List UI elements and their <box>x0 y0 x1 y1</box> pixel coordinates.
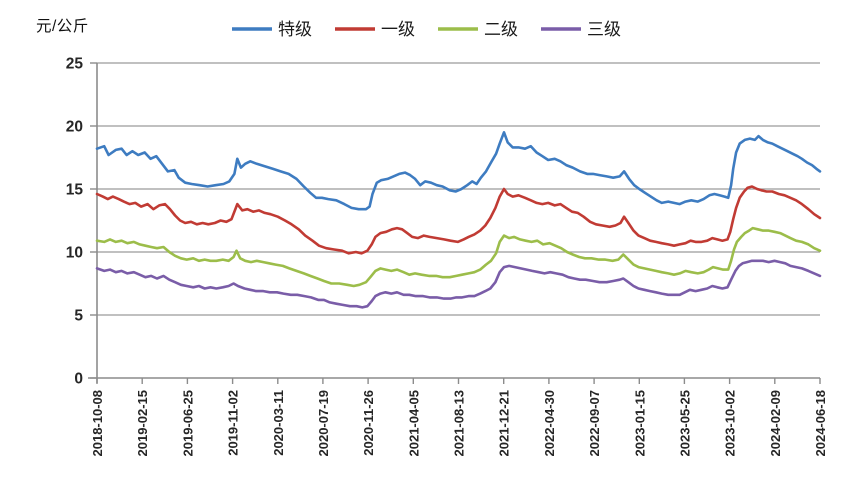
x-tick-label: 2023-10-02 <box>723 390 738 457</box>
y-tick-label-15: 15 <box>66 182 84 199</box>
series-line-grade-1 <box>95 185 822 255</box>
y-tick-label-20: 20 <box>66 119 83 136</box>
legend-item-premium: 特级 <box>232 20 312 39</box>
series-line-premium <box>95 131 822 211</box>
x-tick-label: 2021-04-05 <box>406 390 421 457</box>
legend-label-grade-1: 一级 <box>381 20 415 39</box>
y-tick-label-5: 5 <box>74 308 83 325</box>
series-line-grade-2 <box>95 226 822 288</box>
x-tick-label: 2021-08-13 <box>452 390 467 457</box>
legend-item-grade-2: 二级 <box>438 20 518 39</box>
legend-label-grade-3: 三级 <box>587 20 621 39</box>
x-tick-label: 2019-02-15 <box>135 390 150 457</box>
x-tick-label: 2024-02-09 <box>768 390 783 457</box>
x-tick-labels: 2018-10-08 2019-02-15 2019-06-25 2019-11-02… <box>90 390 828 457</box>
y-tick-labels: 0 5 10 15 20 25 <box>66 56 84 388</box>
x-tick-label: 2022-09-07 <box>587 390 602 457</box>
legend-item-grade-1: 一级 <box>335 20 415 39</box>
x-tick-label: 2023-05-25 <box>677 390 692 457</box>
legend-item-grade-3: 三级 <box>541 20 621 39</box>
x-tick-label: 2020-03-11 <box>271 390 286 456</box>
x-tick-label: 2021-12-21 <box>497 390 512 457</box>
legend-label-premium: 特级 <box>278 20 312 39</box>
axes <box>88 62 821 384</box>
x-tick-label: 2024-06-18 <box>813 390 828 457</box>
legend: 特级 一级 二级 三级 <box>232 20 621 39</box>
y-tick-label-25: 25 <box>66 56 84 73</box>
y-axis-unit-label: 元/公斤 <box>36 18 89 35</box>
legend-label-grade-2: 二级 <box>484 20 518 39</box>
y-tick-label-0: 0 <box>74 371 83 388</box>
x-tick-label: 2018-10-08 <box>90 390 105 457</box>
x-tick-label: 2019-11-02 <box>226 390 241 456</box>
x-tick-label: 2023-01-15 <box>632 390 647 457</box>
x-tick-label: 2022-04-30 <box>542 390 557 457</box>
y-tick-label-10: 10 <box>66 245 83 262</box>
x-tick-label: 2020-11-26 <box>361 390 376 456</box>
x-tick-label: 2019-06-25 <box>180 390 195 457</box>
series-line-grade-3 <box>95 259 822 309</box>
x-tick-label: 2020-07-19 <box>316 390 331 457</box>
